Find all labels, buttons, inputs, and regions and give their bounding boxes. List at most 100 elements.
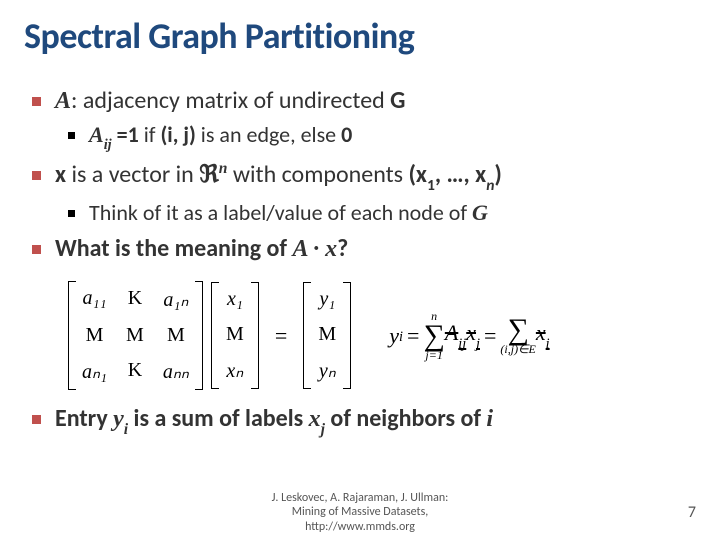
var-g: G <box>472 200 488 225</box>
sub: ij <box>104 137 112 153</box>
real: ℜ <box>199 162 219 188</box>
close: ) <box>494 160 501 189</box>
bullet-1: A: adjacency matrix of undirected G <box>32 86 696 115</box>
cell: K <box>125 359 145 384</box>
bullet-icon <box>68 210 75 217</box>
bullet-1-1: Aij =1 if (i, j) is an edge, else 0 <box>68 121 696 152</box>
cell: M <box>317 323 337 346</box>
matrix-body: a₁₁ K a₁ₙ M M M aₙ₁ K aₙₙ <box>76 281 195 390</box>
var-i: i <box>486 406 493 432</box>
var: y <box>389 323 399 349</box>
eq: = <box>407 323 419 349</box>
var-x: x <box>55 160 66 189</box>
bracket-icon <box>343 282 351 389</box>
t: x <box>466 320 476 345</box>
page-number: 7 <box>688 503 696 522</box>
cell: M <box>163 324 189 347</box>
content-area: A: adjacency matrix of undirected G Aij … <box>24 86 696 437</box>
var-a: A <box>55 88 71 114</box>
slide-title: Spectral Graph Partitioning <box>24 14 696 58</box>
bracket-icon <box>68 281 76 390</box>
sum-bot: (i,j)∈E <box>500 343 535 355</box>
ax: A · x <box>292 236 337 262</box>
txt: if <box>139 121 161 148</box>
vec: (x <box>408 160 427 189</box>
zero: 0 <box>341 121 352 148</box>
bullet-text: Aij =1 if (i, j) is an edge, else 0 <box>89 121 352 152</box>
cell: x₁ <box>225 288 245 311</box>
footer-line: http://www.mmds.org <box>0 520 720 534</box>
sigma: ∑ <box>423 322 444 349</box>
term2: xi <box>536 320 550 350</box>
txt: is a vector in <box>66 160 199 189</box>
slide: Spectral Graph Partitioning A: adjacency… <box>0 0 720 540</box>
bullet-icon <box>32 171 41 180</box>
cell: yₙ <box>317 358 337 383</box>
bullet-text: x is a vector in ℜn with components (x1,… <box>55 160 502 193</box>
cell: M <box>82 324 107 347</box>
bullet-icon <box>32 97 41 106</box>
var: y <box>113 406 124 432</box>
bullet-2: x is a vector in ℜn with components (x1,… <box>32 160 696 193</box>
sub: i <box>399 329 403 346</box>
t: A <box>445 320 458 345</box>
bullet-text: Think of it as a label/value of each nod… <box>89 199 488 226</box>
sigma: ∑ <box>507 316 528 343</box>
dots: , …, x <box>435 160 486 189</box>
footer-line: J. Leskovec, A. Rajaraman, J. Ullman: <box>0 491 720 505</box>
bullet-text: A: adjacency matrix of undirected G <box>55 86 405 115</box>
cell: M <box>225 323 245 346</box>
eq2: = <box>484 323 496 349</box>
sub: n <box>486 176 494 195</box>
cell: K <box>125 287 145 312</box>
bullet-4: Entry y i is a sum of labels xj of neighb… <box>32 404 696 437</box>
t: x <box>536 320 546 345</box>
matrix-a: a₁₁ K a₁ₙ M M M aₙ₁ K aₙₙ <box>68 281 203 390</box>
sum-bot: j=1 <box>425 349 442 361</box>
bracket-icon <box>195 281 203 390</box>
bullet-icon <box>32 415 41 424</box>
sub: j <box>321 421 325 438</box>
txt: Think of it as a label/value of each nod… <box>89 199 472 226</box>
txt: =1 <box>112 121 139 148</box>
matrix-body: y₁ M yₙ <box>311 282 343 389</box>
bullet-2-1: Think of it as a label/value of each nod… <box>68 199 696 226</box>
txt: Entry <box>55 404 113 433</box>
sub: 1 <box>427 176 435 195</box>
edge: (i, j) <box>160 121 195 148</box>
cell: a₁ₙ <box>163 287 189 312</box>
bullet-text: What is the meaning of A · x? <box>55 234 348 263</box>
matrix-y: y₁ M yₙ <box>303 282 351 389</box>
bracket-icon <box>251 282 259 389</box>
cell: y₁ <box>317 288 337 311</box>
bracket-icon <box>303 282 311 389</box>
footer-citation: J. Leskovec, A. Rajaraman, J. Ullman: Mi… <box>0 491 720 534</box>
cell: xₙ <box>225 358 245 383</box>
cell: aₙ₁ <box>82 359 107 384</box>
txt: with components <box>227 160 408 189</box>
txt: is a sum of labels <box>128 404 309 433</box>
matrix-equation: a₁₁ K a₁ₙ M M M aₙ₁ K aₙₙ x₁ M xₙ <box>68 281 696 390</box>
txt: : adjacency matrix of undirected <box>71 86 390 115</box>
txt: of neighbors of <box>325 404 486 433</box>
var: x <box>309 406 321 432</box>
cell: a₁₁ <box>82 287 107 312</box>
bullet-3: What is the meaning of A · x? <box>32 234 696 263</box>
sigma-icon: ∑ (i,j)∈E <box>500 316 535 355</box>
cell: M <box>125 324 145 347</box>
sub: i <box>546 336 550 352</box>
txt: is an edge, else <box>196 121 341 148</box>
bullet-icon <box>68 132 75 139</box>
term1: Aijxj <box>445 320 480 350</box>
bullet-text: Entry y i is a sum of labels xj of neighb… <box>55 404 493 437</box>
summation-eq: yi = n ∑ j=1 Aijxj = ∑ (i,j)∈E xi <box>389 310 549 361</box>
bullet-icon <box>32 245 41 254</box>
qm: ? <box>337 234 348 263</box>
matrix-body: x₁ M xₙ <box>219 282 251 389</box>
bracket-icon <box>211 282 219 389</box>
var-g: G <box>390 86 405 115</box>
txt: What is the meaning of <box>55 234 292 263</box>
var: A <box>89 122 104 147</box>
cell: aₙₙ <box>163 359 189 384</box>
sigma-icon: n ∑ j=1 <box>423 310 444 361</box>
